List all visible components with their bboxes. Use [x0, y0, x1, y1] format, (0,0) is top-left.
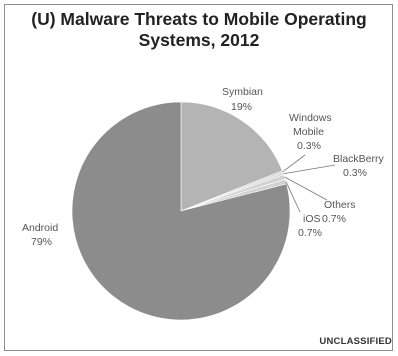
classification-marking: UNCLASSIFIED: [319, 336, 392, 347]
label-android-value: 79%: [31, 236, 52, 248]
label-ios-value: 0.7%: [298, 227, 322, 239]
pie-slice-android: [71, 101, 291, 321]
label-others-name: Others: [324, 199, 356, 211]
label-blackberry-name: BlackBerry: [333, 153, 385, 165]
label-windows-mobile-value: 0.3%: [297, 140, 321, 152]
slice-labels: Android 79% Symbian 19% Windows Mobile 0…: [22, 86, 385, 248]
pie-slice-symbian: [180, 101, 283, 212]
leader-lines: [282, 154, 336, 213]
label-android-name: Android: [22, 222, 58, 234]
label-ios-name: iOS: [303, 213, 321, 225]
pie-slices: [71, 101, 291, 321]
chart-title-line2: Systems, 2012: [138, 30, 260, 50]
chart-title: (U) Malware Threats to Mobile Operating …: [0, 9, 398, 51]
label-windows-mobile-line1: Windows: [289, 112, 332, 124]
chart-title-line1: (U) Malware Threats to Mobile Operating: [31, 9, 367, 29]
leader-line-blackberry: [283, 164, 336, 175]
label-symbian-name: Symbian: [222, 86, 263, 98]
leader-line-windows-mobile: [282, 154, 306, 173]
label-blackberry-value: 0.3%: [343, 167, 367, 179]
label-windows-mobile-line2: Mobile: [293, 126, 324, 138]
label-symbian-value: 19%: [231, 101, 252, 113]
leader-line-ios: [285, 181, 301, 213]
label-others-value: 0.7%: [322, 213, 346, 225]
leader-line-others: [284, 176, 328, 201]
